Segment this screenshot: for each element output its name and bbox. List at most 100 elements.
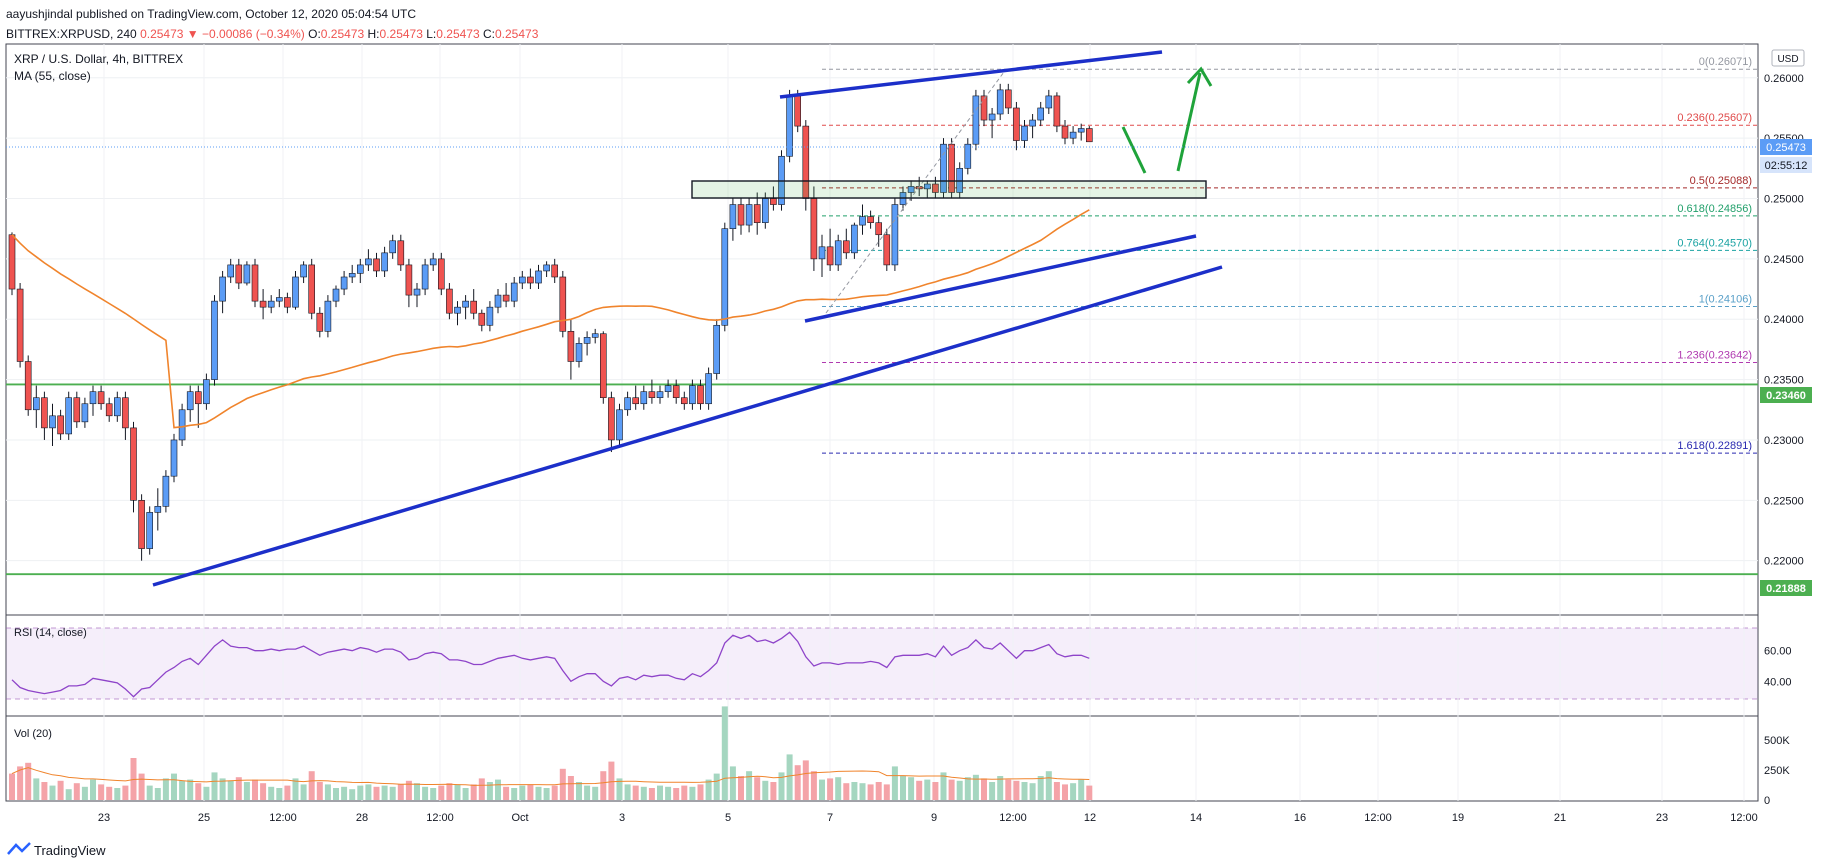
candle-body: [656, 391, 664, 399]
candle-body: [721, 228, 729, 326]
candle-body: [761, 198, 769, 223]
volume-bar: [381, 785, 388, 800]
volume-bar: [576, 782, 582, 800]
volume-bar: [908, 777, 915, 800]
time-tick-label: 12:00: [426, 812, 454, 824]
fib-levels: 0(0.26071) 0.236(0.25607) 0.5(0.25088) 0.61…: [822, 56, 1758, 454]
candles: [8, 83, 1093, 561]
volume-bar: [252, 779, 258, 800]
volume-tick-label: 500K: [1764, 735, 1790, 747]
candle-body: [680, 397, 688, 405]
volume-bar: [1013, 780, 1020, 800]
volume-bar: [324, 784, 331, 800]
volume-bar: [1062, 784, 1068, 800]
fib-label: 1.618(0.22891): [1677, 440, 1752, 452]
volume-bar: [972, 774, 979, 800]
candle-body: [73, 397, 81, 423]
candle-body: [81, 403, 89, 423]
volume-bar: [608, 761, 615, 800]
price-tick-label: 0.24500: [1764, 254, 1804, 266]
candle-body: [729, 204, 737, 229]
volume-bar: [1053, 782, 1060, 800]
main-pane-frame: [5, 43, 1759, 616]
lower-frame: [5, 614, 1759, 802]
main-trend-line: [152, 265, 1223, 587]
fib-label: 0.236(0.25607): [1677, 112, 1752, 124]
volume-ma-line: [11, 767, 1090, 786]
candle-body: [883, 234, 891, 266]
candle-body: [1037, 107, 1044, 121]
time-tick-label: 12: [1084, 812, 1096, 824]
volume-bar: [673, 788, 680, 800]
volume-bar: [25, 762, 32, 800]
volume-bar: [640, 786, 647, 800]
published-line: aayushjindal published on TradingView.co…: [6, 7, 417, 21]
candle-body: [575, 343, 583, 362]
candle-body: [713, 324, 721, 374]
volume-bar: [81, 786, 88, 800]
volume-bar: [875, 782, 882, 800]
volume-bar: [989, 782, 996, 800]
close-value: 0.25473: [495, 27, 539, 41]
support-low-text: 0.21888: [1766, 583, 1806, 595]
volume-bar: [616, 778, 623, 800]
volume-bar: [1086, 785, 1093, 800]
fib-label: 1.236(0.23642): [1677, 349, 1752, 361]
volume-bar: [786, 754, 793, 800]
candle-body: [49, 415, 56, 429]
time-tick-label: 7: [827, 812, 833, 824]
candle-body: [454, 306, 461, 314]
low-value: 0.25473: [436, 27, 480, 41]
volume-bars: [9, 706, 1093, 800]
volume-bar: [1078, 779, 1085, 800]
volume-bar: [859, 783, 866, 800]
volume-bar: [997, 776, 1004, 800]
volume-bar: [333, 788, 339, 800]
candle-body: [32, 397, 40, 411]
candle-body: [1045, 95, 1053, 109]
last-price: 0.25473: [140, 27, 184, 41]
volume-bar: [90, 779, 96, 800]
currency-button[interactable]: [1771, 49, 1805, 67]
volume-bar: [746, 771, 753, 800]
tradingview-logo-icon: [7, 842, 31, 855]
price-tick-label: 0.22000: [1764, 556, 1804, 568]
channel-upper-line: [779, 50, 1163, 99]
candle-body: [365, 258, 372, 266]
candle-body: [24, 361, 32, 411]
volume-bar: [1029, 783, 1036, 800]
candle-body: [664, 385, 672, 392]
candle-body: [105, 403, 113, 417]
candle-body: [437, 258, 445, 290]
volume-bar: [195, 783, 202, 800]
volume-bar: [106, 786, 113, 800]
countdown-badge: [1760, 157, 1812, 173]
volume-bar: [940, 772, 947, 800]
candle-body: [324, 300, 332, 332]
candle-body: [891, 204, 899, 266]
volume-bar: [341, 786, 348, 800]
price-axis[interactable]: 0.260000.255000.250000.245000.240000.235…: [1764, 73, 1804, 807]
volume-bar: [187, 779, 194, 800]
countdown-text: 02:55:12: [1765, 160, 1808, 172]
candle-body: [567, 331, 575, 362]
candle-body: [122, 397, 129, 429]
volume-bar: [657, 785, 663, 800]
volume-bar: [592, 786, 599, 800]
volume-bar: [365, 784, 372, 800]
candle-body: [518, 276, 526, 284]
candle-body: [599, 333, 607, 399]
volume-tick-label: 0: [1764, 795, 1770, 807]
candle-body: [413, 288, 421, 296]
candle-body: [494, 294, 502, 308]
candle-body: [41, 397, 48, 429]
candle-body: [356, 264, 364, 274]
volume-bar: [1037, 776, 1044, 800]
volume-bar: [738, 776, 744, 800]
volume-bar: [162, 778, 169, 800]
volume-bar: [891, 766, 898, 800]
time-axis[interactable]: 23 25 12:00 28 12:00 Oct 3 5 7 9 12:00 12 14 16 12:00 1…: [98, 812, 1758, 824]
price-badge: [1760, 139, 1812, 155]
footer-brand: TradingView: [34, 843, 106, 858]
